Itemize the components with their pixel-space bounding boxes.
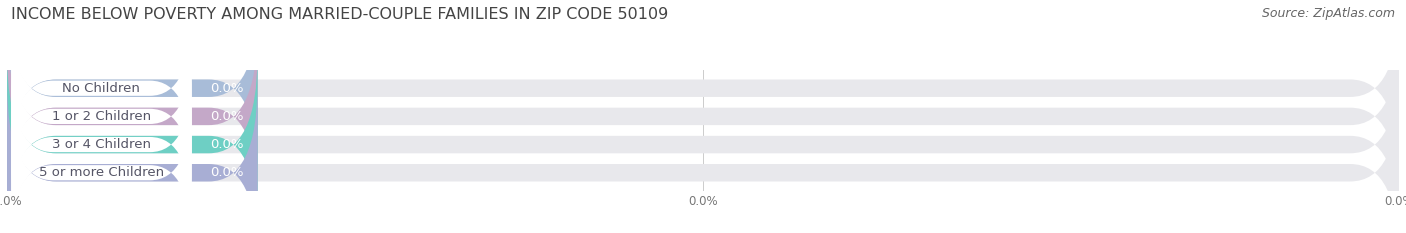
Text: 0.0%: 0.0%: [209, 138, 243, 151]
FancyBboxPatch shape: [11, 68, 191, 222]
FancyBboxPatch shape: [7, 0, 1399, 178]
Text: 1 or 2 Children: 1 or 2 Children: [52, 110, 150, 123]
FancyBboxPatch shape: [7, 83, 1399, 233]
FancyBboxPatch shape: [11, 11, 191, 165]
FancyBboxPatch shape: [11, 96, 191, 233]
FancyBboxPatch shape: [7, 0, 257, 178]
Text: 0.0%: 0.0%: [209, 82, 243, 95]
Text: No Children: No Children: [62, 82, 141, 95]
FancyBboxPatch shape: [7, 55, 257, 233]
Text: 0.0%: 0.0%: [209, 166, 243, 179]
Text: 0.0%: 0.0%: [209, 110, 243, 123]
Text: 5 or more Children: 5 or more Children: [39, 166, 165, 179]
FancyBboxPatch shape: [11, 39, 191, 193]
Text: Source: ZipAtlas.com: Source: ZipAtlas.com: [1261, 7, 1395, 20]
FancyBboxPatch shape: [7, 55, 1399, 233]
FancyBboxPatch shape: [7, 27, 257, 206]
Text: INCOME BELOW POVERTY AMONG MARRIED-COUPLE FAMILIES IN ZIP CODE 50109: INCOME BELOW POVERTY AMONG MARRIED-COUPL…: [11, 7, 668, 22]
FancyBboxPatch shape: [7, 27, 1399, 206]
Text: 3 or 4 Children: 3 or 4 Children: [52, 138, 150, 151]
FancyBboxPatch shape: [7, 83, 257, 233]
